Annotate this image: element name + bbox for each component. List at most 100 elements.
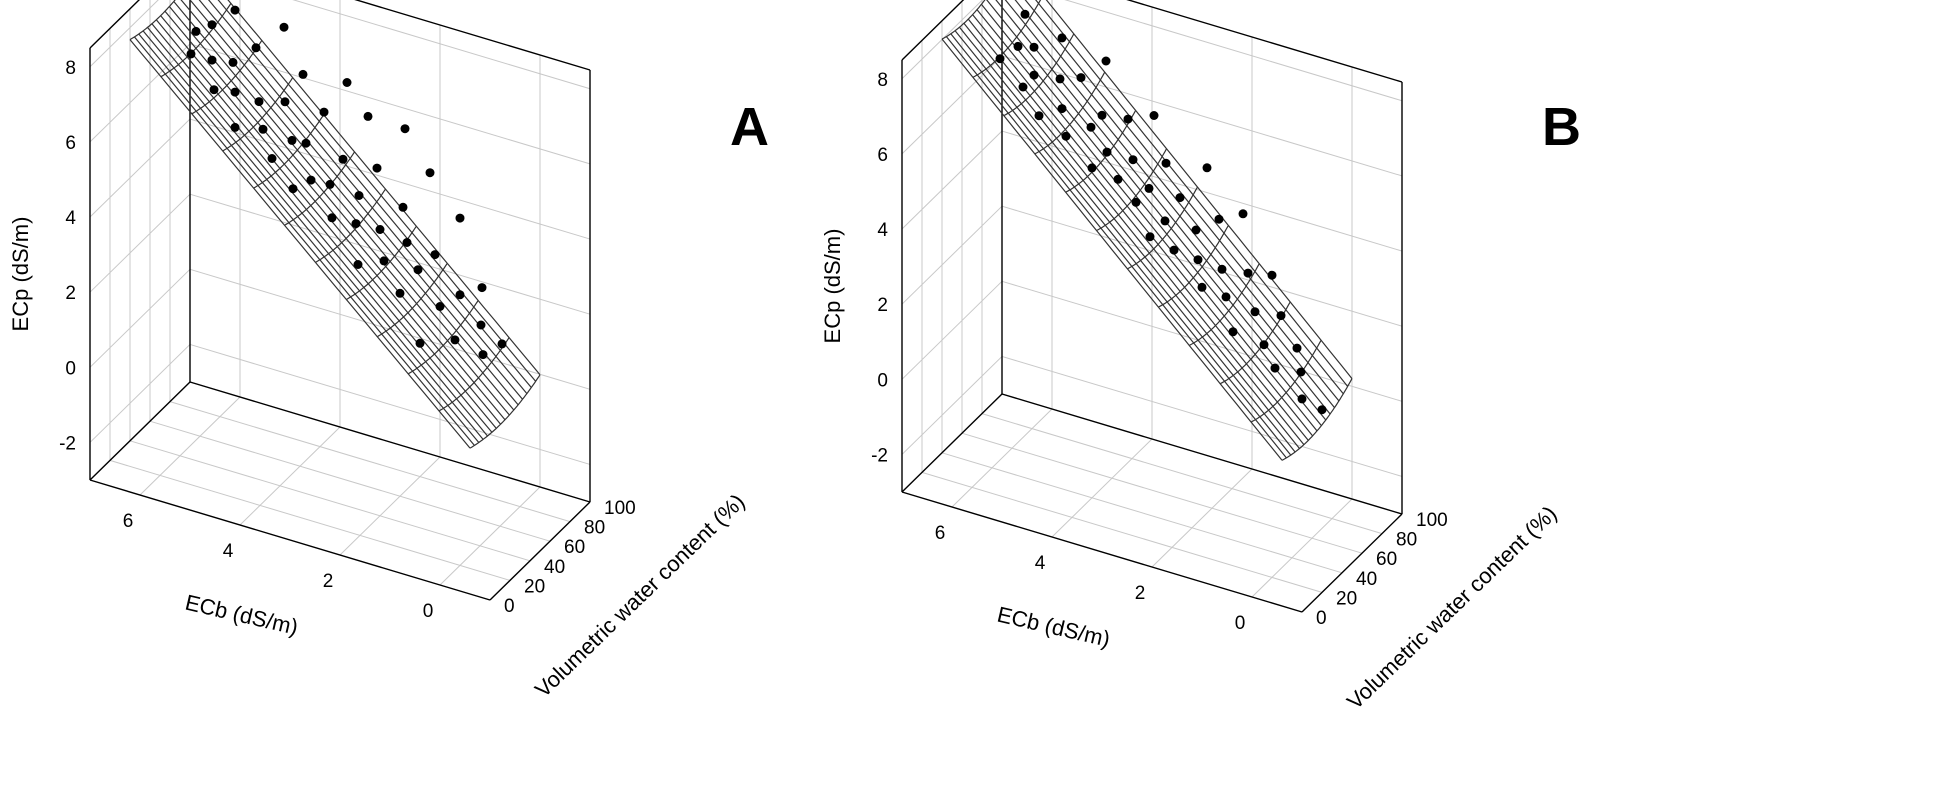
z-tick-label: 6: [877, 145, 888, 166]
y-tick-label: 0: [1316, 608, 1327, 629]
data-point: [327, 213, 337, 223]
floor-gridline: [1251, 498, 1353, 598]
data-point: [258, 124, 268, 134]
surface-mesh-line: [995, 0, 1331, 415]
z-axis-label: ECp (dS/m): [820, 229, 845, 344]
x-tick-label: 6: [935, 523, 946, 544]
side-wall-gridline: [901, 205, 1003, 305]
y-tick-label: 80: [584, 518, 605, 539]
data-point: [363, 111, 373, 121]
box-edge: [1001, 393, 1403, 515]
surface-mesh-line: [217, 0, 537, 382]
x-tick-label: 2: [1135, 583, 1146, 604]
box-edge: [489, 501, 591, 601]
data-point: [1097, 110, 1107, 120]
data-point: [1057, 33, 1067, 43]
panel-label: A: [730, 97, 769, 157]
data-point: [995, 54, 1005, 64]
side-wall-gridline: [901, 356, 1003, 455]
x-tick-label: 4: [223, 541, 234, 562]
data-point: [298, 69, 308, 79]
surface-mesh-line: [168, 6, 510, 416]
floor-gridline: [129, 440, 531, 562]
surface-mesh-line: [198, 0, 528, 394]
back-wall-gridline: [189, 268, 591, 390]
y-tick-label: 40: [544, 557, 565, 578]
data-point: [400, 124, 410, 134]
z-tick-label: 8: [65, 58, 76, 79]
z-tick-label: 8: [877, 70, 888, 91]
data-point: [228, 57, 238, 67]
data-point: [1169, 245, 1179, 255]
data-point: [1029, 70, 1039, 80]
data-point: [338, 154, 348, 164]
data-point: [476, 320, 486, 330]
data-point: [455, 213, 465, 223]
surface-mesh-line: [207, 0, 532, 388]
floor-gridline: [169, 401, 571, 523]
back-wall-gridline: [189, 193, 591, 315]
surface-mesh-line: [227, 0, 541, 376]
data-point: [1202, 163, 1212, 173]
data-point: [1276, 311, 1286, 321]
data-point: [1297, 394, 1307, 404]
data-point: [191, 26, 201, 36]
data-point: [267, 154, 277, 163]
side-wall-gridline: [901, 55, 1003, 155]
floor-gridline: [951, 408, 1053, 508]
side-wall-gridline: [89, 43, 191, 143]
z-tick-label: -2: [871, 445, 888, 466]
data-point: [413, 265, 423, 275]
box-frame: [89, 0, 591, 601]
data-point: [230, 5, 240, 15]
back-wall-gridline: [1001, 55, 1403, 177]
floor-gridline: [981, 413, 1383, 535]
y-tick-label: 60: [564, 537, 585, 558]
side-wall-gridline: [89, 193, 191, 293]
data-point: [351, 219, 361, 229]
floor-gridline: [109, 459, 511, 581]
side-wall-gridline: [901, 130, 1003, 230]
data-point: [425, 168, 435, 178]
x-tick-label: 0: [1235, 613, 1246, 634]
y-tick-label: 40: [1356, 569, 1377, 590]
data-point: [1259, 340, 1269, 350]
floor-gridline: [961, 432, 1363, 554]
data-point: [1086, 122, 1096, 132]
surface-mesh-line: [986, 0, 1327, 421]
data-point: [379, 256, 389, 266]
surface-mesh-line: [151, 23, 493, 433]
data-points: [995, 9, 1327, 415]
data-points: [186, 5, 507, 360]
data-point: [1243, 268, 1253, 278]
surface-mesh-line: [142, 30, 484, 440]
data-point: [1020, 9, 1030, 19]
data-point: [375, 225, 385, 234]
data-point: [402, 238, 412, 247]
back-wall-gridline: [292, 0, 591, 90]
data-point: [1228, 327, 1238, 337]
surface-mesh-line: [138, 33, 480, 443]
data-point: [1128, 155, 1138, 165]
data-point: [1145, 232, 1155, 242]
data-point: [398, 202, 408, 212]
surface-mesh-line: [945, 36, 1287, 459]
back-wall-gridline: [1064, 0, 1403, 102]
surface-mesh-line: [976, 9, 1318, 432]
x-tick-label: 2: [323, 571, 334, 592]
surface-mesh-line: [1004, 0, 1335, 408]
side-wall-gridline: [89, 118, 191, 218]
box-edge: [89, 381, 191, 481]
data-point: [354, 191, 364, 200]
floor-gridline: [149, 420, 551, 542]
data-point: [1034, 111, 1044, 121]
data-point: [209, 85, 219, 95]
box-edge: [1126, 0, 1403, 83]
side-wall-gridline: [89, 268, 191, 368]
y-tick-label: 0: [504, 596, 515, 617]
box-edge: [1301, 513, 1403, 613]
box-edge: [901, 393, 1003, 493]
data-point: [1029, 42, 1039, 52]
